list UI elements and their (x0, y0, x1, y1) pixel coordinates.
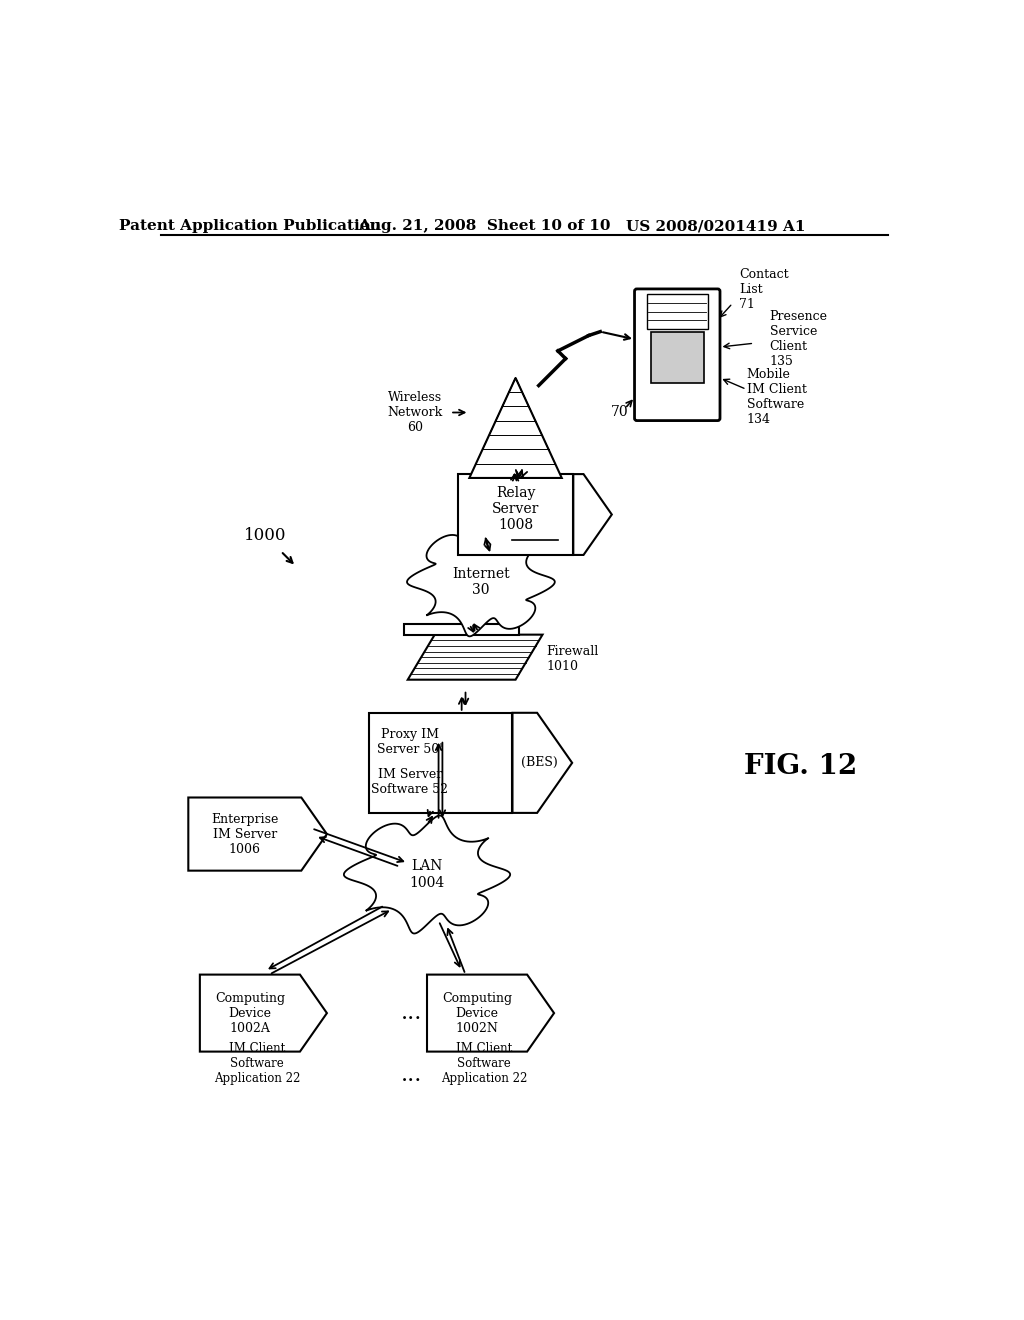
Bar (403, 624, 519, 635)
Polygon shape (408, 635, 543, 680)
Text: ...: ... (401, 1002, 422, 1024)
Text: Patent Application Publication: Patent Application Publication (119, 219, 381, 234)
Text: Firewall
1010: Firewall 1010 (547, 645, 599, 673)
Text: Relay
Server
1008: Relay Server 1008 (492, 486, 540, 532)
Bar (651, 331, 703, 383)
Polygon shape (344, 816, 510, 933)
Text: Computing
Device
1002A: Computing Device 1002A (215, 991, 285, 1035)
Text: FIG. 12: FIG. 12 (743, 754, 857, 780)
Text: ...: ... (401, 1064, 422, 1085)
Text: IM Client
Software
Application 22: IM Client Software Application 22 (214, 1041, 300, 1085)
Text: Mobile
IM Client
Software
134: Mobile IM Client Software 134 (746, 368, 807, 426)
Text: US 2008/0201419 A1: US 2008/0201419 A1 (626, 219, 806, 234)
Polygon shape (407, 528, 555, 636)
Text: 70: 70 (610, 405, 629, 420)
Bar (647, 294, 708, 330)
Polygon shape (512, 713, 572, 813)
Text: IM Server
Software 52: IM Server Software 52 (372, 768, 449, 796)
Text: Internet
30: Internet 30 (453, 566, 510, 597)
Text: LAN
1004: LAN 1004 (410, 859, 444, 890)
Polygon shape (573, 474, 611, 554)
Polygon shape (469, 378, 562, 478)
Bar (370, 713, 512, 813)
Text: 1000: 1000 (244, 527, 287, 544)
Polygon shape (200, 974, 327, 1052)
Text: Enterprise
IM Server
1006: Enterprise IM Server 1006 (211, 813, 279, 855)
Bar (458, 474, 573, 554)
Text: Presence
Service
Client
135: Presence Service Client 135 (770, 310, 827, 368)
Text: Computing
Device
1002N: Computing Device 1002N (442, 991, 512, 1035)
Text: Contact
List
71: Contact List 71 (739, 268, 788, 310)
Text: Aug. 21, 2008  Sheet 10 of 10: Aug. 21, 2008 Sheet 10 of 10 (358, 219, 611, 234)
Polygon shape (188, 797, 327, 871)
Text: Wireless
Network
60: Wireless Network 60 (388, 391, 443, 434)
Text: (BES): (BES) (521, 756, 558, 770)
Text: Proxy IM
Server 50': Proxy IM Server 50' (377, 729, 442, 756)
FancyBboxPatch shape (635, 289, 720, 421)
Text: IM Client
Software
Application 22: IM Client Software Application 22 (441, 1041, 527, 1085)
Polygon shape (427, 974, 554, 1052)
